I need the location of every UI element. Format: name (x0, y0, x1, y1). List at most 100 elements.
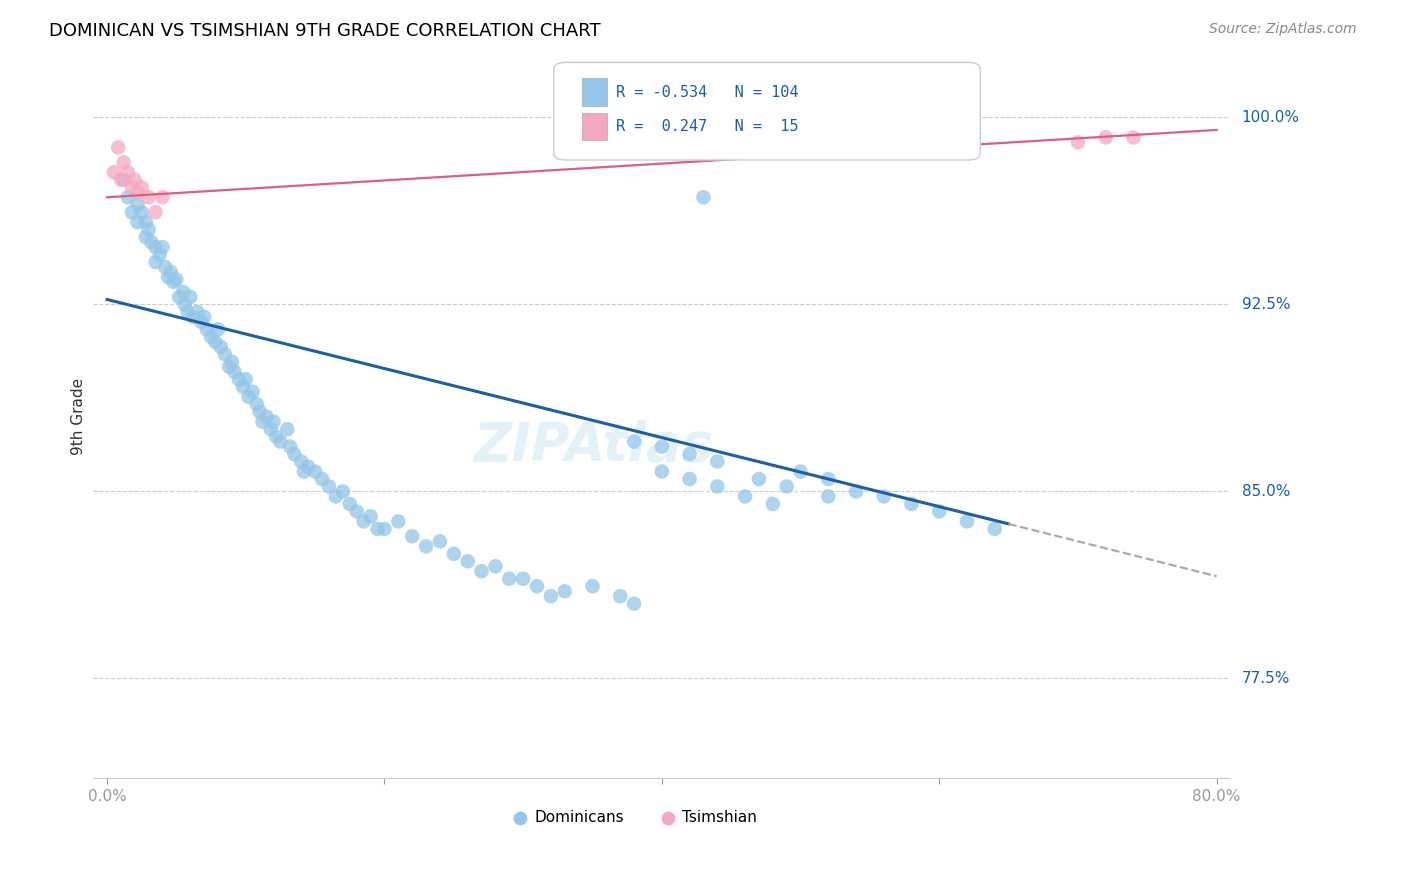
Point (127, 215, 149, 229)
Point (121, 205, 143, 219)
Y-axis label: 9th Grade: 9th Grade (72, 378, 86, 455)
Point (339, 497, 361, 511)
Text: 85.0%: 85.0% (1241, 484, 1289, 499)
Point (117, 165, 139, 179)
Point (157, 270, 180, 285)
Point (325, 490, 347, 504)
Point (290, 454, 312, 468)
Point (457, 554, 479, 568)
Point (526, 579, 548, 593)
Point (278, 440, 301, 454)
Point (651, 440, 673, 454)
Point (135, 215, 157, 229)
Point (311, 472, 333, 486)
Point (138, 190, 160, 204)
Point (145, 205, 167, 219)
Point (734, 490, 756, 504)
Point (276, 422, 298, 436)
Point (246, 397, 269, 411)
Point (956, 515, 979, 529)
Point (470, 564, 492, 578)
Point (748, 472, 770, 486)
Text: 77.5%: 77.5% (1241, 671, 1289, 686)
Point (127, 198, 149, 212)
Point (360, 509, 382, 524)
Point (173, 297, 195, 311)
Text: R = -0.534   N = 104: R = -0.534 N = 104 (616, 85, 799, 100)
Point (269, 434, 291, 449)
Point (304, 465, 326, 479)
Point (145, 255, 167, 269)
Text: Dominicans: Dominicans (534, 811, 624, 825)
Point (256, 409, 278, 424)
Text: Tsimshian: Tsimshian (682, 811, 758, 825)
Point (232, 380, 254, 394)
Point (145, 240, 167, 254)
Point (131, 205, 153, 219)
Point (214, 347, 236, 361)
Point (443, 547, 465, 561)
Point (190, 315, 212, 329)
FancyBboxPatch shape (554, 62, 980, 160)
Point (138, 222, 160, 236)
Bar (582, 113, 607, 140)
Point (117, 190, 139, 204)
Point (609, 589, 631, 603)
Point (242, 384, 264, 399)
Bar (582, 78, 607, 106)
Point (218, 359, 240, 374)
Point (152, 240, 174, 254)
Point (160, 265, 183, 279)
Point (817, 472, 839, 486)
Text: ZIPAtlas: ZIPAtlas (474, 419, 714, 472)
Point (1122, 130, 1144, 145)
Point (387, 515, 409, 529)
Point (318, 479, 340, 493)
Point (249, 405, 271, 419)
Point (260, 422, 283, 436)
Text: DOMINICAN VS TSIMSHIAN 9TH GRADE CORRELATION CHART: DOMINICAN VS TSIMSHIAN 9TH GRADE CORRELA… (49, 22, 600, 40)
Point (238, 390, 260, 404)
Point (283, 447, 305, 461)
Point (235, 372, 257, 386)
Point (162, 275, 184, 289)
Point (149, 247, 172, 261)
Point (263, 415, 285, 429)
Point (540, 589, 562, 603)
Point (172, 285, 194, 299)
Point (762, 497, 785, 511)
Point (928, 504, 950, 518)
Point (429, 534, 451, 549)
Point (127, 186, 149, 200)
Text: 92.5%: 92.5% (1241, 297, 1291, 312)
Point (401, 529, 423, 543)
Point (415, 539, 437, 553)
Point (141, 235, 163, 249)
Point (706, 454, 728, 468)
Point (209, 340, 232, 354)
Point (623, 434, 645, 449)
Point (484, 559, 506, 574)
Point (103, 165, 125, 179)
Point (817, 490, 839, 504)
Point (873, 490, 896, 504)
Point (155, 260, 177, 274)
Point (124, 173, 146, 187)
Point (112, 173, 135, 187)
Text: R =  0.247   N =  15: R = 0.247 N = 15 (616, 120, 799, 134)
Point (678, 447, 700, 461)
Point (200, 330, 222, 344)
Point (176, 305, 198, 319)
Point (179, 290, 201, 304)
Point (224, 365, 246, 379)
Point (221, 355, 243, 369)
Point (367, 522, 389, 536)
Text: Source: ZipAtlas.com: Source: ZipAtlas.com (1209, 22, 1357, 37)
Point (297, 459, 319, 474)
Point (845, 484, 868, 499)
Point (498, 572, 520, 586)
Point (264, 429, 287, 443)
Point (165, 272, 187, 286)
Point (110, 173, 132, 187)
Point (131, 180, 153, 194)
